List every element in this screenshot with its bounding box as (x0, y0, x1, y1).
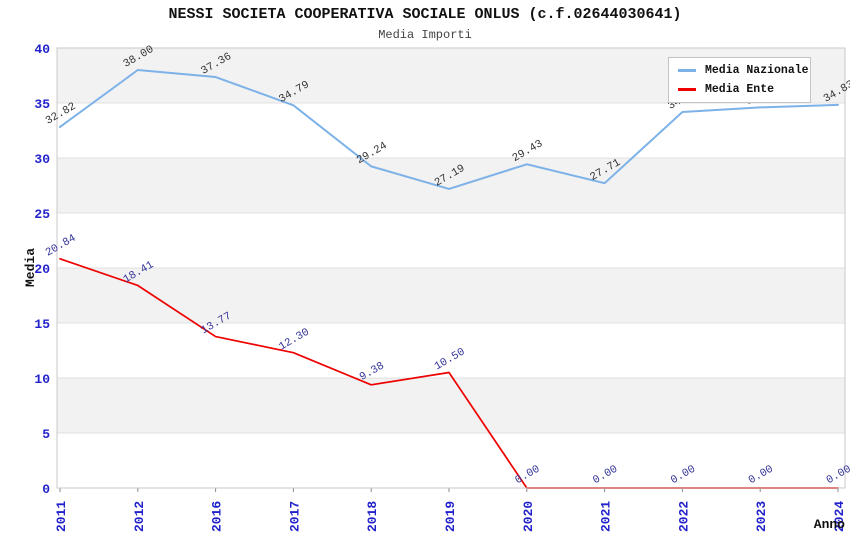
y-axis-tick-label: 15 (34, 317, 50, 332)
y-axis-tick-label: 35 (34, 97, 50, 112)
y-axis-tick-label: 5 (42, 427, 50, 442)
x-axis-tick-label: 2016 (210, 501, 225, 532)
x-axis-tick-label: 2021 (599, 501, 614, 532)
legend-item-media-nazionale: Media Nazionale (678, 64, 810, 77)
y-axis-tick-label: 0 (42, 482, 50, 497)
x-axis-tick-label: 2024 (832, 501, 847, 532)
grid-band (57, 103, 845, 158)
y-axis-tick-label: 10 (34, 372, 50, 387)
y-axis-title: Media (23, 248, 38, 287)
chart-subtitle: Media Importi (378, 28, 472, 42)
x-axis-tick-label: 2017 (287, 501, 302, 532)
grid-band (57, 158, 845, 213)
legend-swatch-blue-line (678, 69, 696, 72)
y-axis-tick-label: 20 (34, 262, 50, 277)
legend-label: Media Nazionale (705, 64, 809, 77)
x-axis-tick-label: 2023 (754, 501, 769, 532)
x-axis-tick-label: 2012 (132, 501, 147, 532)
x-axis-tick-label: 2019 (443, 501, 458, 532)
legend-swatch-red-line (678, 88, 696, 91)
x-axis-tick-label: 2022 (676, 501, 691, 532)
grid-band (57, 378, 845, 433)
x-axis-tick-label: 2020 (521, 501, 536, 532)
series-line-media-nazionale (59, 69, 839, 190)
grid-band (57, 433, 845, 488)
y-axis-tick-label: 40 (34, 42, 50, 57)
legend-item-media-ente: Media Ente (678, 83, 810, 96)
y-axis-tick-label: 30 (34, 152, 50, 167)
grid-band (57, 213, 845, 268)
y-axis-tick-label: 25 (34, 207, 50, 222)
grid-band (57, 323, 845, 378)
x-axis-tick-label: 2011 (54, 501, 69, 532)
x-axis-title: Anno (814, 517, 845, 532)
grid-band (57, 268, 845, 323)
x-axis-tick-label: 2018 (365, 501, 380, 532)
legend-label: Media Ente (705, 83, 775, 96)
legend-box: Media Nazionale Media Ente (668, 57, 811, 103)
plot-border (56, 47, 846, 489)
chart-title: NESSI SOCIETA COOPERATIVA SOCIALE ONLUS … (168, 6, 682, 23)
